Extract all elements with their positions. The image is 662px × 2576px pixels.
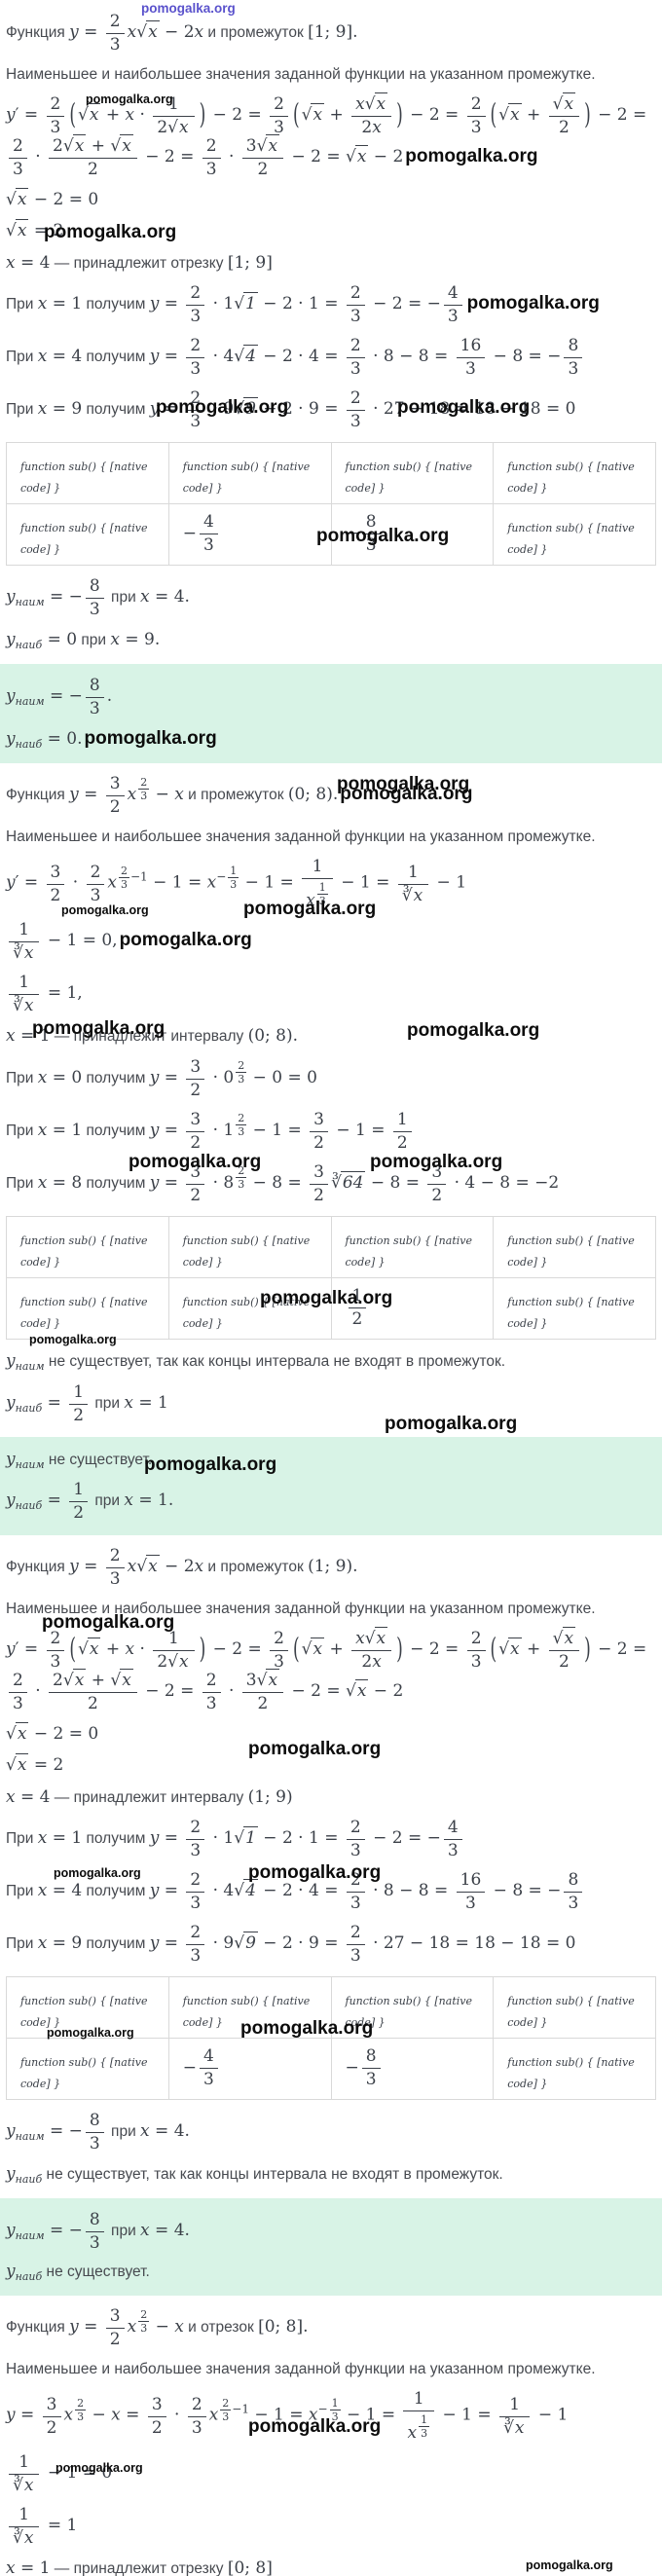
table-cell: −8 3 [330,502,495,566]
math-line: Наименьшее и наибольшее значения заданно… [6,2361,596,2378]
math-line: yнаиб = 0. pomogalka.org [6,727,217,751]
math-line: x = 4 — принадлежит отрезку [1; 9] [6,252,273,273]
table-cell: function sub() { [native code] } [493,441,656,504]
table-cell: function sub() { [native code] } [167,1215,332,1278]
math-line: yнаиб = 0 при x = 9. [6,629,161,651]
table-cell: function sub() { [native code] } [493,1215,656,1278]
table-row: function sub() { [native code] } function… [6,1276,656,1340]
table-row: function sub() { [native code] } function… [6,1215,656,1278]
math-line: x = 1 — принадлежит интервалу (0; 8). [6,1026,299,1047]
math-line: yнаиб не существует. [6,2261,150,2283]
math-line: yнаим = −8 3 при x = 4. [6,2209,190,2253]
table-cell: function sub() { [native code] } [6,1276,169,1340]
math-line: yнаим не существует. [6,1450,153,1472]
math-line: Функция y = 2 3 x√ x − 2x и промежуток [1; … [6,12,358,55]
site-watermark: pomogalka.org [340,784,473,805]
math-line: √ x = 2 [6,219,64,241]
values-table: function sub() { [native code] } function… [6,1975,656,2100]
math-line: √ x = 2 [6,1753,64,1776]
table-row: function sub() { [native code] } −4 3−8 3 fu… [6,502,656,566]
math-line: yнаим = −8 3 при x = 4. [6,575,190,619]
math-line: Наименьшее и наибольшее значения заданно… [6,1601,596,1617]
math-line: Наименьшее и наибольшее значения заданно… [6,828,596,846]
table-cell: function sub() { [native code] } [167,1975,332,2039]
table-cell: function sub() { [native code] } [330,1215,495,1278]
math-line: yнаим не существует, так как концы интер… [6,1350,506,1373]
table-cell: −4 3 [167,2037,332,2100]
table-row: function sub() { [native code] } function… [6,441,656,504]
values-table: function sub() { [native code] } function… [6,441,656,566]
math-line: Наименьшее и наибольшее значения заданно… [6,66,596,83]
math-line: Функция y = 2 3 x√ x − 2x и промежуток (1; … [6,1546,358,1589]
site-watermark: pomogalka.org [466,292,600,313]
table-cell: function sub() { [native code] } [493,2037,656,2100]
table-cell: function sub() { [native code] } [167,441,332,504]
table-cell: function sub() { [native code] } [493,502,656,566]
math-line: √ x − 2 = 0 [6,1722,99,1744]
table-row: function sub() { [native code] } function… [6,1975,656,2039]
math-line: √ x − 2 = 0 [6,188,99,209]
math-line: x = 1 — принадлежит отрезку [0; 8] [6,2558,273,2576]
table-cell: function sub() { [native code] } [167,1276,332,1340]
math-line: yнаим = −8 3 при x = 4. [6,2110,190,2153]
table-cell: function sub() { [native code] } [330,441,495,504]
values-table: function sub() { [native code] } function… [6,1215,656,1340]
table-cell: −4 3 [167,502,332,566]
math-solution-content: Функция y = 2 3 x√ x − 2x и промежуток [1; … [0,12,662,2576]
table-cell: function sub() { [native code] } [6,441,169,504]
math-line: 1 ∛ x = 1, [6,974,656,1016]
math-line: 1 ∛ x − 1 = 0 [6,2453,656,2496]
site-watermark: pomogalka.org [405,146,538,167]
answer-highlight: yнаим = −8 3 при x = 4. yнаиб не существуе… [0,2197,662,2297]
answer-highlight: yнаим = −8 3. yнаиб = 0. pomogalka.org [0,663,662,764]
table-row: function sub() { [native code] } −4 3−8 3 fu… [6,2037,656,2100]
math-line: y′ = 2 3(√ x + x · 1 2√ x) − 2 = 2 3(√ x + x√ x… [6,1627,647,1713]
table-cell: function sub() { [native code] } [493,1975,656,2039]
table-cell: function sub() { [native code] } [6,1975,169,2039]
math-line: x = 4 — принадлежит интервалу (1; 9) [6,1786,293,1807]
math-line: 1 ∛ x − 1 = 0, pomogalka.org [6,921,656,964]
math-line: yнаиб не существует, так как концы интер… [6,2163,503,2186]
table-cell: function sub() { [native code] } [6,1215,169,1278]
table-cell: function sub() { [native code] } [493,1276,656,1340]
table-cell: −8 3 [330,2037,495,2100]
site-watermark: pomogalka.org [119,930,252,951]
site-watermark: pomogalka.org [84,727,217,749]
table-cell: function sub() { [native code] } [6,502,169,566]
math-line: y′ = 2 3(√ x + x · 1 2√ x) − 2 = 2 3(√ x + x√ x… [6,92,647,179]
table-cell: function sub() { [native code] } [330,1975,495,2039]
table-cell: function sub() { [native code] } [6,2037,169,2100]
math-line: yнаим = −8 3. [6,675,113,718]
math-line: 1 ∛ x = 1 [6,2506,656,2549]
